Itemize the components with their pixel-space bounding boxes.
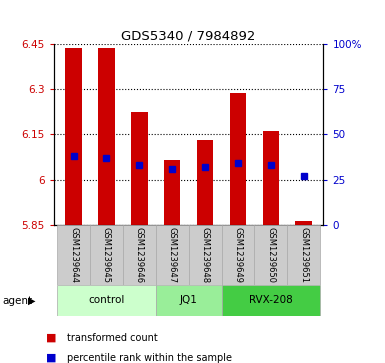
Bar [221,285,320,316]
Bar [156,225,189,285]
Bar [197,140,213,225]
Text: GSM1239647: GSM1239647 [168,227,177,283]
Text: JQ1: JQ1 [180,295,198,305]
Text: GSM1239649: GSM1239649 [233,227,243,283]
Title: GDS5340 / 7984892: GDS5340 / 7984892 [121,29,256,42]
Bar [254,225,287,285]
Bar [90,225,123,285]
Bar [287,225,320,285]
Text: GSM1239645: GSM1239645 [102,227,111,283]
Text: ■: ■ [46,333,57,343]
Bar [123,225,156,285]
Text: GSM1239646: GSM1239646 [135,227,144,283]
Text: RVX-208: RVX-208 [249,295,293,305]
Text: transformed count: transformed count [67,333,158,343]
Bar [156,285,221,316]
Text: GSM1239648: GSM1239648 [201,227,209,283]
Bar [295,220,312,225]
Bar [164,160,181,225]
Text: ▶: ▶ [28,295,36,306]
Text: GSM1239651: GSM1239651 [299,227,308,283]
Bar [263,131,279,225]
Text: GSM1239644: GSM1239644 [69,227,78,283]
Bar [98,48,115,225]
Bar [131,112,147,225]
Bar [57,285,156,316]
Text: agent: agent [2,295,32,306]
Bar [57,225,90,285]
Text: control: control [88,295,125,305]
Text: GSM1239650: GSM1239650 [266,227,275,283]
Bar [221,225,254,285]
Bar [230,94,246,225]
Text: ■: ■ [46,352,57,363]
Bar [65,48,82,225]
Bar [189,225,221,285]
Text: percentile rank within the sample: percentile rank within the sample [67,352,233,363]
